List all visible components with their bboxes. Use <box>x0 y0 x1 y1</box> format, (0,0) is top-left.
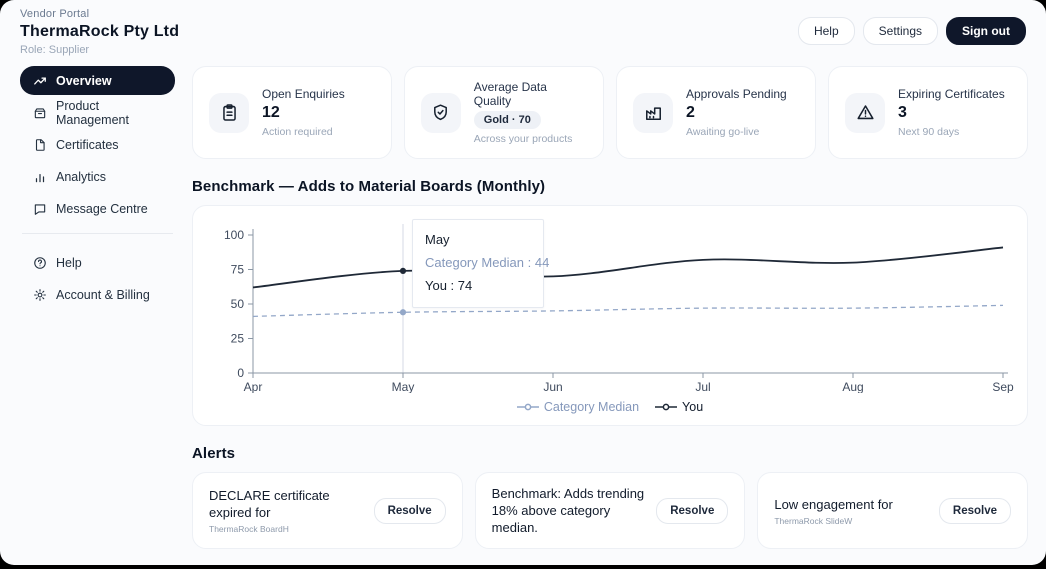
stat-card-approvals-pending: Approvals Pending 2 Awaiting go-live <box>616 66 816 159</box>
tooltip-you-value: You : 74 <box>425 278 473 293</box>
alerts-row: DECLARE certificate expired for ThermaRo… <box>192 472 1029 549</box>
stat-subtitle: Across your products <box>473 133 573 145</box>
stat-subtitle: Action required <box>262 126 333 138</box>
stat-title: Expiring Certificates <box>898 87 1005 101</box>
legend-marker-icon <box>655 403 678 411</box>
sidebar-item-label: Account & Billing <box>56 287 150 302</box>
alert-product: ThermaRock BoardH <box>209 524 289 534</box>
chart-legend: Category Median You <box>195 400 1025 414</box>
svg-text:25: 25 <box>231 332 245 346</box>
sidebar-item-label: Help <box>56 255 82 270</box>
svg-text:100: 100 <box>224 228 244 242</box>
benchmark-chart-card: 0 25 50 75 100 Apr May Jun Jul Aug Sep May Categor… <box>192 205 1028 426</box>
topbar: Vendor Portal ThermaRock Pty Ltd Role: S… <box>0 0 1046 58</box>
stat-value: 2 <box>686 104 695 121</box>
stat-title: Approvals Pending <box>686 87 787 101</box>
help-button[interactable]: Help <box>797 17 855 45</box>
signout-button[interactable]: Sign out <box>946 17 1026 45</box>
alert-card-benchmark-trend: Benchmark: Adds trending 18% above categ… <box>474 472 746 549</box>
stat-card-data-quality: Average Data Quality Gold · 70 Across yo… <box>404 66 604 159</box>
svg-text:50: 50 <box>231 297 245 311</box>
chat-icon <box>33 202 47 216</box>
sidebar-item-overview[interactable]: Overview <box>20 66 175 95</box>
resolve-button[interactable]: Resolve <box>373 497 446 524</box>
sidebar-item-label: Analytics <box>56 169 107 184</box>
benchmark-chart-plot[interactable]: 0 25 50 75 100 Apr May Jun Jul Aug Sep May Categor… <box>195 216 1025 398</box>
legend-marker-icon <box>516 403 539 411</box>
stat-subtitle: Next 90 days <box>898 126 960 138</box>
chart-tooltip: May Category Median : 44 You : 74 <box>412 219 550 308</box>
help-circle-icon <box>33 256 47 270</box>
alert-card-low-engagement: Low engagement for ThermaRock SlideW Res… <box>757 472 1029 549</box>
alert-product: ThermaRock SlideW <box>774 515 853 526</box>
portal-eyebrow: Vendor Portal <box>20 8 90 20</box>
svg-text:Sep: Sep <box>992 380 1014 393</box>
clipboard-icon <box>209 92 249 133</box>
sidebar-item-analytics[interactable]: Analytics <box>20 162 175 191</box>
svg-text:Apr: Apr <box>244 380 263 393</box>
stat-value: 3 <box>898 104 907 121</box>
factory-icon <box>633 92 673 133</box>
trending-up-icon <box>33 74 47 88</box>
stat-title: Open Enquiries <box>262 87 345 101</box>
sidebar-item-product-management[interactable]: Product Management <box>20 98 175 127</box>
legend-item-you[interactable]: You <box>655 400 703 414</box>
sidebar-item-label: Product Management <box>56 98 129 127</box>
svg-text:Jul: Jul <box>695 380 710 393</box>
sidebar-item-account-billing[interactable]: Account & Billing <box>20 280 175 309</box>
legend-label: You <box>682 400 704 414</box>
resolve-button[interactable]: Resolve <box>656 497 729 524</box>
stat-value: 12 <box>262 104 280 121</box>
quality-badge: Gold · 70 <box>473 111 541 129</box>
stat-card-open-enquiries: Open Enquiries 12 Action required <box>192 66 392 159</box>
sidebar-item-certificates[interactable]: Certificates <box>20 130 175 159</box>
role-label: Role: Supplier <box>20 44 90 56</box>
sidebar-item-label: Certificates <box>56 137 119 152</box>
svg-text:0: 0 <box>237 366 244 380</box>
stats-row: Open Enquiries 12 Action required Averag… <box>192 66 1028 159</box>
benchmark-heading: Benchmark — Adds to Material Boards (Mon… <box>192 178 546 195</box>
settings-button[interactable]: Settings <box>862 17 938 45</box>
resolve-button[interactable]: Resolve <box>938 497 1012 524</box>
alert-title: DECLARE certificate expired for <box>209 488 330 520</box>
brand-block: Vendor Portal ThermaRock Pty Ltd Role: S… <box>20 8 179 56</box>
legend-label: Category Median <box>543 400 640 414</box>
sidebar-divider <box>22 233 173 234</box>
stat-title: Average Data Quality <box>473 80 547 108</box>
alert-title: Low engagement for <box>774 496 893 512</box>
stat-card-expiring-certificates: Expiring Certificates 3 Next 90 days <box>828 66 1028 159</box>
stat-subtitle: Awaiting go-live <box>686 126 760 138</box>
svg-text:75: 75 <box>231 263 245 277</box>
sidebar-item-help[interactable]: Help <box>20 248 175 277</box>
sidebar-item-label: Overview <box>56 73 112 88</box>
legend-item-category-median[interactable]: Category Median <box>516 400 640 414</box>
tooltip-month: May <box>425 232 450 247</box>
alert-title: Benchmark: Adds trending 18% above categ… <box>491 486 645 535</box>
warning-triangle-icon <box>845 92 885 133</box>
line-chart-svg: 0 25 50 75 100 Apr May Jun Jul Aug Sep <box>224 224 1014 394</box>
bar-chart-icon <box>33 170 47 184</box>
alert-card-certificate-expired: DECLARE certificate expired for ThermaRo… <box>192 472 463 549</box>
page-title: ThermaRock Pty Ltd <box>20 23 180 40</box>
sidebar-item-message-centre[interactable]: Message Centre <box>20 194 175 223</box>
file-icon <box>33 138 47 152</box>
topbar-actions: Help Settings Sign out <box>797 17 1026 45</box>
sidebar: Overview Product Management Certificates… <box>20 66 175 549</box>
svg-text:May: May <box>392 380 415 393</box>
package-icon <box>33 106 47 120</box>
alerts-heading: Alerts <box>192 445 236 462</box>
sidebar-item-label: Message Centre <box>56 201 148 216</box>
gear-icon <box>33 288 47 302</box>
svg-text:Jun: Jun <box>543 380 562 393</box>
main-content: Open Enquiries 12 Action required Averag… <box>192 66 1029 549</box>
tooltip-median-value: Category Median : 44 <box>425 255 550 270</box>
svg-text:Aug: Aug <box>842 380 863 393</box>
shield-check-icon <box>421 92 461 133</box>
